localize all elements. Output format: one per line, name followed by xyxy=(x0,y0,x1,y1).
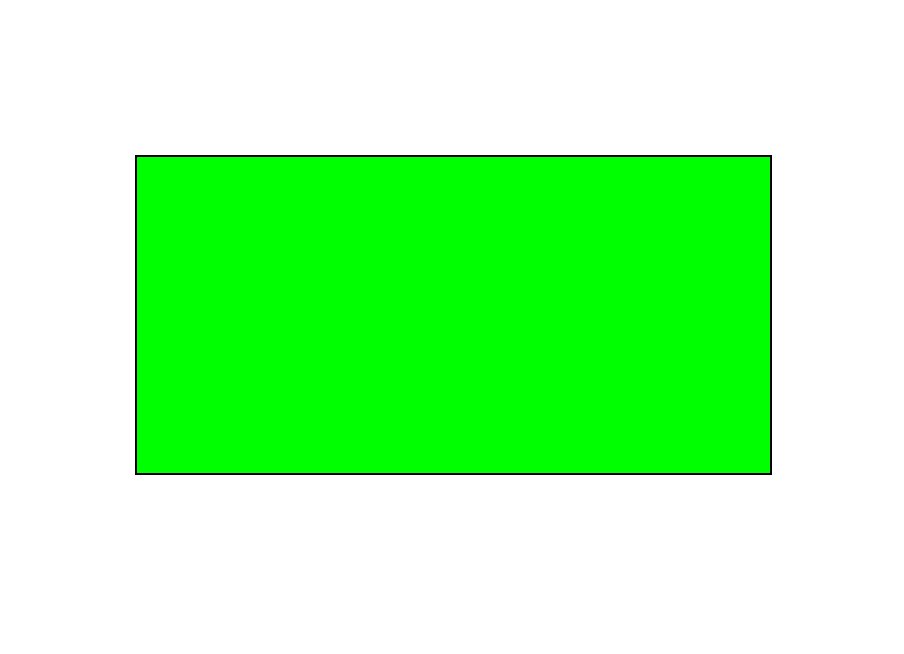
velocity-field-canvas xyxy=(137,157,770,473)
colorbar xyxy=(782,196,902,526)
contour-plot-area xyxy=(135,155,772,475)
